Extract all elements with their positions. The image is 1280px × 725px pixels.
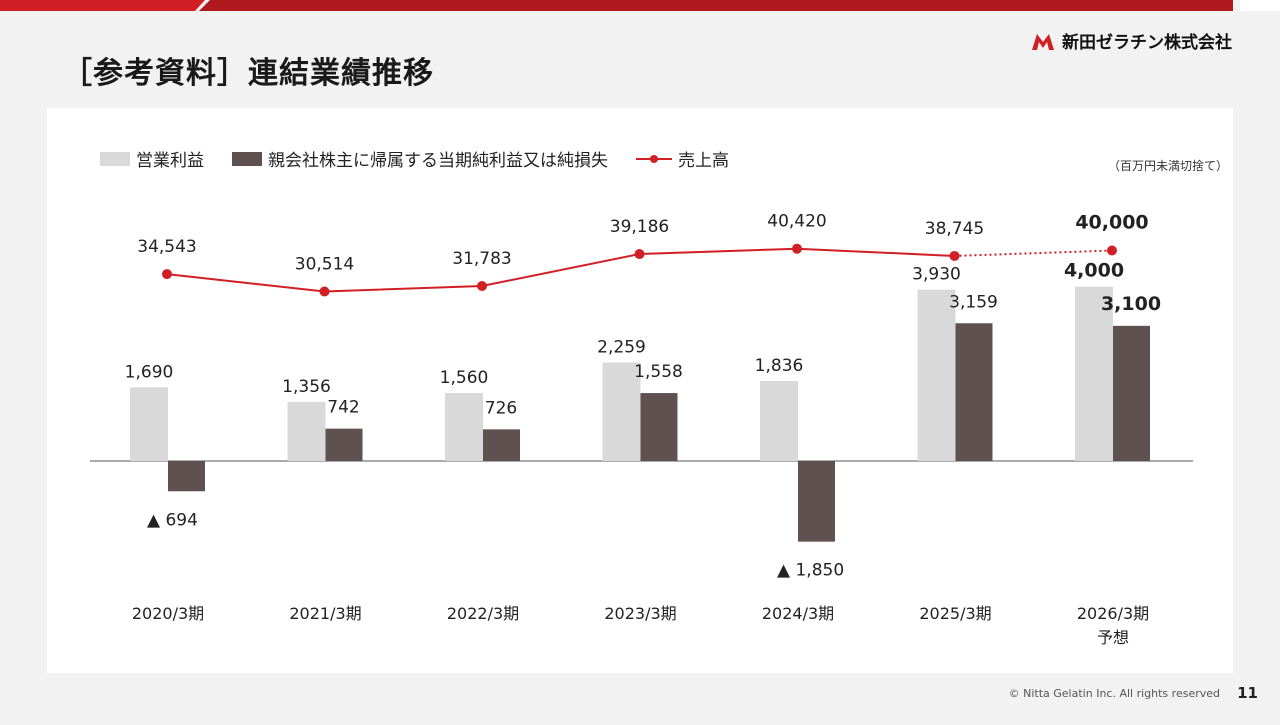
bar-net-income (640, 393, 678, 461)
x-tick-label: 予想 (1097, 628, 1129, 647)
data-label-net-sales: 40,420 (767, 212, 826, 232)
company-logo: 新田ゼラチン株式会社 (1030, 28, 1232, 53)
bar-net-income (483, 429, 520, 461)
x-tick-label: 2025/3期 (919, 604, 991, 623)
data-label-net-income: 1,558 (634, 362, 683, 382)
legend-swatch-net-sales (636, 152, 672, 166)
legend-swatch-operating-profit (100, 151, 130, 166)
data-label-operating-profit: 1,560 (440, 368, 489, 388)
bar-operating-profit (130, 387, 168, 461)
data-label-operating-profit: 2,259 (597, 338, 646, 358)
point-net-sales (634, 249, 645, 260)
company-logo-mark (1032, 33, 1054, 50)
unit-note: （百万円未満切捨て） (1107, 159, 1228, 173)
page-title: ［参考資料］連結業績推移 (62, 56, 434, 91)
bar-net-income (168, 461, 205, 492)
data-label-net-income: 726 (485, 398, 517, 418)
x-tick-label: 2022/3期 (447, 604, 519, 623)
point-net-sales (319, 286, 330, 297)
bar-operating-profit (917, 289, 956, 461)
data-label-net-sales: 40,000 (1075, 212, 1148, 234)
x-tick-label: 2023/3期 (604, 604, 676, 623)
bar-net-income (955, 323, 993, 461)
point-net-sales (162, 269, 172, 280)
top-accent-bar (0, 0, 1280, 11)
data-label-net-income: 3,159 (949, 292, 998, 312)
data-label-operating-profit: 1,836 (755, 356, 804, 376)
x-tick-label: 2024/3期 (762, 604, 834, 623)
legend-label-net-sales: 売上高 (678, 151, 729, 171)
x-tick-label: 2026/3期 (1077, 604, 1149, 623)
data-label-operating-profit: 4,000 (1064, 260, 1124, 282)
data-label-net-sales: 30,514 (295, 255, 354, 275)
legend-label-operating-profit: 営業利益 (136, 151, 204, 171)
company-name: 新田ゼラチン株式会社 (1062, 33, 1232, 53)
data-label-net-income: 3,100 (1101, 293, 1161, 315)
bar-operating-profit (602, 362, 641, 461)
copyright: © Nitta Gelatin Inc. All rights reserved (1008, 687, 1220, 700)
data-label-operating-profit: 1,356 (282, 377, 331, 397)
bar-operating-profit (760, 380, 798, 461)
data-label-net-income: ▲ 1,850 (777, 561, 844, 581)
legend-swatch-net-income (232, 151, 262, 166)
legend-item-net-sales: 売上高 (636, 146, 729, 171)
data-label-operating-profit: 1,690 (125, 362, 174, 382)
data-label-net-sales: 38,745 (925, 219, 984, 239)
x-tick-label: 2020/3期 (132, 604, 204, 623)
data-label-net-sales: 34,543 (137, 237, 196, 257)
data-label-net-income: ▲ 694 (147, 510, 198, 530)
bar-net-income (325, 428, 363, 461)
series-line-net-sales-forecast (954, 249, 1113, 257)
bar-operating-profit (1075, 286, 1113, 461)
bar-operating-profit (287, 401, 326, 461)
data-label-net-income: 742 (327, 398, 359, 418)
data-label-operating-profit: 3,930 (912, 265, 961, 285)
series-line-net-sales (166, 247, 955, 293)
legend-item-operating-profit: 営業利益 (100, 146, 204, 171)
data-label-net-sales: 31,783 (452, 249, 511, 269)
point-net-sales (1107, 245, 1117, 256)
x-tick-label: 2021/3期 (289, 604, 361, 623)
bar-operating-profit (445, 392, 483, 461)
page-number: 11 (1237, 684, 1258, 702)
data-label-net-sales: 39,186 (610, 217, 669, 237)
point-net-sales (792, 243, 802, 254)
legend-label-net-income: 親会社株主に帰属する当期純利益又は純損失 (268, 151, 608, 171)
chart-legend: 営業利益 親会社株主に帰属する当期純利益又は純損失 売上高 (100, 146, 757, 171)
bar-net-income (1113, 325, 1150, 461)
point-net-sales (949, 250, 960, 261)
legend-item-net-income: 親会社株主に帰属する当期純利益又は純損失 (232, 146, 608, 171)
point-net-sales (477, 281, 487, 292)
bar-net-income (798, 461, 835, 542)
